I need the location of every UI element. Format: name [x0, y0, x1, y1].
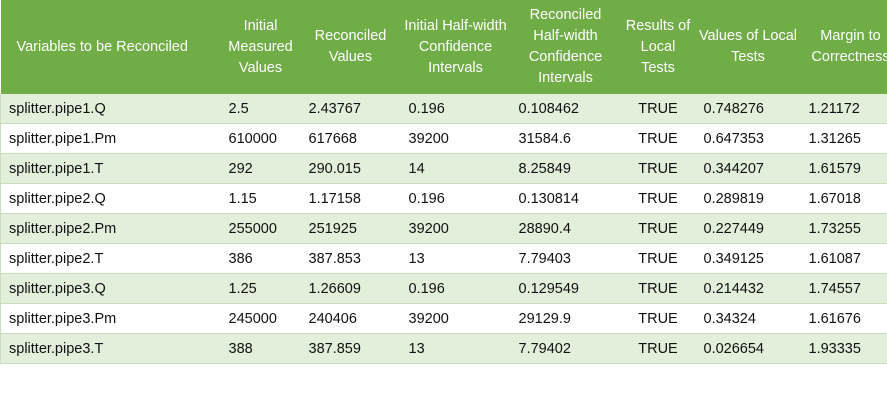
table-cell: TRUE [620, 183, 696, 214]
table-cell: 387.853 [300, 243, 401, 274]
table-cell: TRUE [620, 213, 696, 244]
table-cell: 1.17158 [300, 183, 401, 214]
table-cell: TRUE [620, 94, 696, 124]
table-cell: 39200 [400, 123, 511, 154]
table-cell: TRUE [620, 153, 696, 184]
table-cell: splitter.pipe3.Q [0, 273, 221, 304]
table-cell: 0.026654 [695, 333, 801, 364]
table-cell: 255000 [220, 213, 301, 244]
table-cell: 1.61676 [800, 303, 887, 334]
table-cell: 1.93335 [800, 333, 887, 364]
table-cell: 2.5 [220, 94, 301, 124]
table-cell: 290.015 [300, 153, 401, 184]
table-row: splitter.pipe3.T 388 387.859 13 7.79402 TRUE 0… [0, 333, 887, 364]
table-row: splitter.pipe1.Pm 610000 617668 39200 31584.… [0, 123, 887, 154]
table-cell: 1.31265 [800, 123, 887, 154]
table-cell: 13 [400, 243, 511, 274]
table-cell: 1.73255 [800, 213, 887, 244]
column-header: Initial Measured Values [220, 0, 301, 94]
table-cell: splitter.pipe1.Pm [0, 123, 221, 154]
table-cell: 0.196 [400, 273, 511, 304]
table-row: splitter.pipe3.Pm 245000 240406 39200 29129.… [0, 303, 887, 334]
table-cell: 39200 [400, 213, 511, 244]
table-cell: 0.214432 [695, 273, 801, 304]
table-cell: splitter.pipe2.Pm [0, 213, 221, 244]
table-cell: 388 [220, 333, 301, 364]
table-cell: splitter.pipe3.Pm [0, 303, 221, 334]
table-cell: 251925 [300, 213, 401, 244]
table-cell: 610000 [220, 123, 301, 154]
table-cell: 0.748276 [695, 94, 801, 124]
table-cell: 1.67018 [800, 183, 887, 214]
table-cell: 0.108462 [510, 94, 621, 124]
table-row: splitter.pipe1.T 292 290.015 14 8.25849 TRUE 0… [0, 153, 887, 184]
table-cell: TRUE [620, 123, 696, 154]
table-cell: 0.196 [400, 183, 511, 214]
table-row: splitter.pipe2.Pm 255000 251925 39200 28890.… [0, 213, 887, 244]
table-cell: splitter.pipe1.T [0, 153, 221, 184]
table-cell: 0.227449 [695, 213, 801, 244]
table-cell: 0.196 [400, 94, 511, 124]
table-cell: 1.61087 [800, 243, 887, 274]
table-cell: 0.349125 [695, 243, 801, 274]
table-body: splitter.pipe1.Q 2.5 2.43767 0.196 0.108462 T… [0, 94, 887, 364]
table-cell: 13 [400, 333, 511, 364]
column-header: Results of Local Tests [620, 0, 696, 94]
table-cell: 0.647353 [695, 123, 801, 154]
table-cell: splitter.pipe2.Q [0, 183, 221, 214]
data-table: Variables to be Reconciled Initial Measur… [0, 0, 887, 364]
table-cell: 0.129549 [510, 273, 621, 304]
table-cell: 2.43767 [300, 94, 401, 124]
table-cell: 240406 [300, 303, 401, 334]
table-cell: 0.344207 [695, 153, 801, 184]
table-cell: TRUE [620, 333, 696, 364]
table-cell: splitter.pipe2.T [0, 243, 221, 274]
column-header: Values of Local Tests [695, 0, 801, 94]
table-cell: TRUE [620, 273, 696, 304]
table-cell: 1.26609 [300, 273, 401, 304]
table-cell: 31584.6 [510, 123, 621, 154]
table-cell: 387.859 [300, 333, 401, 364]
table-cell: 8.25849 [510, 153, 621, 184]
table-cell: 29129.9 [510, 303, 621, 334]
table-cell: splitter.pipe3.T [0, 333, 221, 364]
table-cell: 386 [220, 243, 301, 274]
column-header: Margin to Correctness [800, 0, 887, 94]
table-cell: TRUE [620, 243, 696, 274]
table-row: splitter.pipe1.Q 2.5 2.43767 0.196 0.108462 T… [0, 94, 887, 124]
table-cell: 1.25 [220, 273, 301, 304]
table-cell: 14 [400, 153, 511, 184]
table-cell: 7.79402 [510, 333, 621, 364]
column-header: Variables to be Reconciled [0, 0, 221, 94]
table-cell: 0.130814 [510, 183, 621, 214]
table-cell: 617668 [300, 123, 401, 154]
table-cell: 1.21172 [800, 94, 887, 124]
table-cell: 1.74557 [800, 273, 887, 304]
table-cell: 28890.4 [510, 213, 621, 244]
table-row: splitter.pipe2.T 386 387.853 13 7.79403 TRUE 0… [0, 243, 887, 274]
column-header: Reconciled Half-width Confidence Interva… [510, 0, 621, 94]
table-cell: 7.79403 [510, 243, 621, 274]
table-cell: 1.61579 [800, 153, 887, 184]
table-cell: 292 [220, 153, 301, 184]
table-cell: 0.34324 [695, 303, 801, 334]
column-header: Initial Half-width Confidence Intervals [400, 0, 511, 94]
table-cell: 245000 [220, 303, 301, 334]
column-header: Reconciled Values [300, 0, 401, 94]
table-cell: 39200 [400, 303, 511, 334]
table-cell: splitter.pipe1.Q [0, 94, 221, 124]
table-row: splitter.pipe2.Q 1.15 1.17158 0.196 0.130814… [0, 183, 887, 214]
header-row: Variables to be Reconciled Initial Measur… [0, 0, 887, 94]
table-cell: TRUE [620, 303, 696, 334]
table-row: splitter.pipe3.Q 1.25 1.26609 0.196 0.129549… [0, 273, 887, 304]
table-cell: 0.289819 [695, 183, 801, 214]
table-cell: 1.15 [220, 183, 301, 214]
